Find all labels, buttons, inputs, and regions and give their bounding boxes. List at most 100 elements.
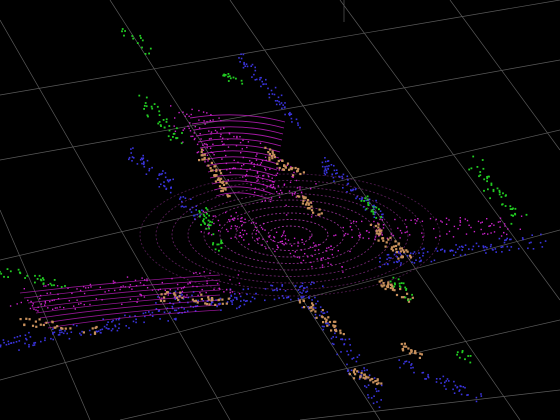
vehicle-point [407,347,410,350]
grid-line [0,0,560,96]
road-point [283,184,285,186]
scan-ring [187,193,393,277]
vegetation-point [121,28,124,30]
road-point [35,309,37,311]
ground-point [175,317,177,320]
vegetation-point [206,208,209,211]
road-point [493,231,496,233]
road-point [255,155,257,157]
vehicle-point [401,255,404,258]
ground-point [393,253,396,256]
road-point [182,141,184,143]
grid-line [119,319,560,420]
ground-point [155,302,157,304]
vehicle-point [56,325,59,328]
vehicle-point [299,172,302,176]
vehicle-point [269,148,272,151]
ground-point [422,254,424,257]
vehicle-point [306,207,309,210]
vegetation-point [223,74,226,77]
ground-point [415,259,417,261]
road-point [317,249,320,251]
road-point [295,196,297,198]
vehicle-point [284,166,287,169]
vehicle-point [207,298,210,301]
vehicle-point [385,241,388,244]
road-point [440,220,442,222]
ground-point [128,156,131,159]
road-point [459,224,461,226]
ground-point [435,378,438,380]
vehicle-point [165,291,168,294]
ground-point [323,172,326,174]
road-point [52,308,54,310]
vehicle-point [401,348,404,351]
ground-point [142,163,145,166]
road-point [448,219,450,221]
vehicle-point [221,189,224,192]
ground-point [325,322,328,325]
road-point [246,170,248,172]
ground-point [427,375,429,378]
vehicle-point [228,194,231,198]
ground-point [149,313,152,316]
vehicle-point [268,153,271,156]
ground-point [174,309,176,312]
road-point [167,294,169,296]
ground-point [482,245,485,247]
vehicle-point [375,232,378,235]
vegetation-point [372,206,375,208]
ground-point [58,329,61,332]
vegetation-point [169,138,172,141]
vehicle-point [298,299,301,302]
road-point [429,217,432,220]
ground-point [452,388,454,391]
ground-point [134,315,136,317]
ground-point [539,241,542,244]
road-point [136,301,138,303]
road-point [271,181,274,183]
vehicle-point [208,303,211,306]
road-point [40,303,43,305]
road-point [189,282,191,284]
ground-point [314,317,316,319]
ground-point [541,246,544,248]
vegetation-point [488,175,490,178]
road-point [287,239,290,241]
vehicle-point [205,303,208,306]
ground-point [456,386,458,389]
road-point [291,194,294,196]
ground-point [458,246,461,248]
road-point [198,119,200,121]
ground-point [44,339,46,342]
ground-point [169,191,172,194]
ground-point [145,173,148,175]
ground-point [246,300,248,302]
road-point [276,191,278,193]
ground-point [421,248,424,251]
vegetation-point [218,249,220,252]
road-point [255,159,258,161]
road-point [206,147,208,149]
vehicle-point [402,249,405,252]
vehicle-point [399,287,402,291]
road-point [265,169,267,171]
ground-point [508,249,511,251]
road-point [187,283,189,285]
road-point [318,244,320,246]
vehicle-point [374,224,377,228]
vehicle-point [403,342,406,345]
vehicle-point [312,308,315,311]
scan-line [207,168,277,177]
road-point [270,184,272,186]
ground-point [16,336,19,338]
road-point [325,250,327,252]
vegetation-point [202,218,205,221]
road-point [241,176,244,178]
ground-point [521,237,524,239]
vehicle-point [403,250,406,254]
ground-point [462,386,465,388]
vegetation-point [7,276,9,278]
